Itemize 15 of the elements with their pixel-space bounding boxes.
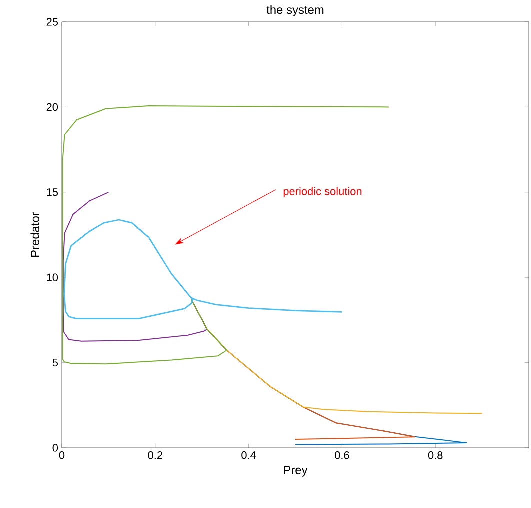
- chart-title: the system: [266, 5, 324, 16]
- x-axis-title: Prey: [284, 466, 308, 477]
- y-axis-title: Predator: [30, 212, 40, 257]
- y-tick-label: 10: [47, 274, 58, 282]
- y-tick-label: 25: [46, 18, 58, 26]
- x-tick-label: 0.2: [148, 452, 162, 460]
- y-tick-label: 5: [52, 358, 58, 367]
- x-tick-label: 0: [59, 452, 65, 460]
- y-tick-label: 0: [52, 444, 58, 452]
- x-tick-label: 0.6: [335, 452, 350, 460]
- x-tick-label: 0.8: [428, 452, 443, 460]
- annotation: periodic solution: [284, 187, 362, 198]
- y-tick-label: 15: [47, 188, 58, 196]
- y-tick-label: 20: [46, 103, 58, 112]
- x-tick-label: 0.4: [242, 452, 256, 460]
